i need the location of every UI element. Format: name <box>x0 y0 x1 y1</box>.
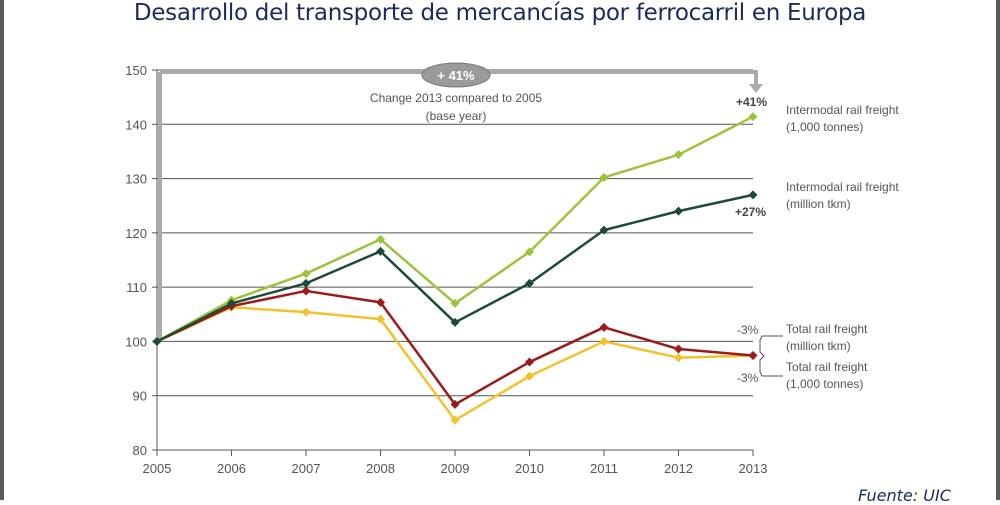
end-label-intermodal-tonnes: +41% <box>736 95 767 109</box>
end-label-total-tkm: -3% <box>737 323 759 337</box>
data-point-1-2008 <box>376 246 385 256</box>
x-tick-label: 2007 <box>292 461 321 476</box>
data-point-2-2011 <box>599 322 609 332</box>
page-border-right <box>996 0 1000 500</box>
y-tick-label: 110 <box>126 280 147 295</box>
y-tick-label: 100 <box>125 334 147 349</box>
axes: 80 90 100 110 120 130 140 150 2005 2006 2007 2008 20… <box>125 63 767 476</box>
gridlines <box>157 69 753 451</box>
y-tick-label: 120 <box>125 226 147 241</box>
data-point-2-2009 <box>450 399 460 409</box>
data-point-2-2012 <box>674 344 683 354</box>
x-tick-label: 2013 <box>739 461 768 476</box>
data-point-0-2010 <box>525 247 534 257</box>
data-point-3-2007 <box>301 307 311 317</box>
data-point-1-2011 <box>599 225 609 235</box>
y-tick-label: 80 <box>133 443 147 458</box>
data-point-2-2013 <box>748 351 758 361</box>
legend-intermodal-tkm-line1: Intermodal rail freight <box>786 180 899 194</box>
data-point-3-2009 <box>450 415 460 425</box>
change-bracket-arrowhead <box>749 84 763 93</box>
change-caption-line2: (base year) <box>426 109 487 123</box>
legend: +41% Intermodal rail freight (1,000 tonn… <box>735 95 899 391</box>
page-border-left <box>0 0 4 500</box>
legend-total-tonnes-line2: (1,000 tonnes) <box>786 377 863 391</box>
data-point-1-2010 <box>525 278 534 288</box>
y-tick-label: 90 <box>133 389 147 404</box>
x-tick-label: 2008 <box>366 461 395 476</box>
change-caption-line1: Change 2013 compared to 2005 <box>370 91 542 105</box>
data-point-3-2010 <box>525 371 534 381</box>
series-group <box>152 112 758 425</box>
y-tick-label: 150 <box>125 63 147 78</box>
change-badge <box>421 62 491 88</box>
x-tick-label: 2011 <box>590 461 618 476</box>
legend-intermodal-tkm-line2: (million tkm) <box>786 197 851 211</box>
legend-intermodal-tonnes-line1: Intermodal rail freight <box>786 103 899 117</box>
y-tick-label: 140 <box>125 117 147 132</box>
data-point-1-2012 <box>674 206 683 216</box>
x-tick-label: 2009 <box>441 461 470 476</box>
data-point-1-2005 <box>152 336 162 346</box>
x-tick-label: 2012 <box>664 461 693 476</box>
change-bracket: + 41% Change 2013 compared to 2005 (base… <box>158 62 763 340</box>
data-point-2-2007 <box>301 286 311 296</box>
data-point-2-2008 <box>376 297 385 307</box>
change-badge-text: + 41% <box>437 68 475 83</box>
end-label-intermodal-tkm: +27% <box>735 205 766 219</box>
data-point-0-2013 <box>748 112 758 122</box>
x-tick-label: 2010 <box>515 461 544 476</box>
end-label-total-tonnes: -3% <box>737 371 759 385</box>
data-point-0-2009 <box>450 298 460 308</box>
data-point-0-2008 <box>376 234 385 244</box>
data-point-1-2007 <box>301 278 311 288</box>
page-title: Desarrollo del transporte de mercancías … <box>133 0 867 26</box>
legend-bracket <box>759 335 783 377</box>
legend-total-tkm-line2: (million tkm) <box>786 339 851 353</box>
data-point-3-2012 <box>674 353 683 363</box>
data-point-1-2013 <box>748 190 758 200</box>
y-tick-label: 130 <box>125 172 147 187</box>
legend-total-tonnes-line1: Total rail freight <box>786 360 868 374</box>
legend-intermodal-tonnes-line2: (1,000 tonnes) <box>786 120 863 134</box>
data-point-0-2012 <box>674 150 683 160</box>
data-point-1-2009 <box>450 317 460 327</box>
x-tick-label: 2005 <box>143 461 172 476</box>
change-bracket-line <box>158 70 758 340</box>
data-point-0-2011 <box>599 172 609 182</box>
source-note: Fuente: UIC <box>858 486 951 505</box>
legend-total-tkm-line1: Total rail freight <box>786 322 868 336</box>
data-point-3-2011 <box>599 336 609 346</box>
x-tick-label: 2006 <box>217 461 246 476</box>
data-point-3-2008 <box>376 314 385 324</box>
data-point-1-2006 <box>227 298 236 308</box>
data-point-2-2010 <box>525 357 534 367</box>
data-point-0-2007 <box>301 269 311 279</box>
